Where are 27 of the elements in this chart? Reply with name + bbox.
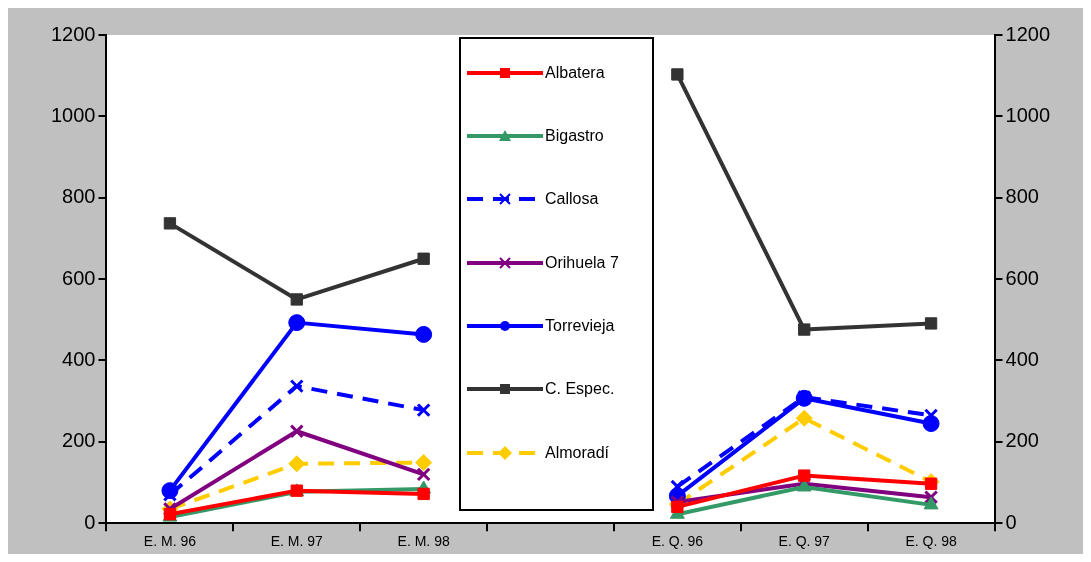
x-tick-label: E. M. 97 xyxy=(270,533,324,550)
y-tick-label: 600 xyxy=(62,266,96,289)
x-tick-label: E. M. 98 xyxy=(397,533,450,550)
legend-label: Callosa xyxy=(545,190,599,209)
y2-tick-label: 1000 xyxy=(1005,103,1051,126)
y-tick-label: 400 xyxy=(62,347,96,370)
y2-tick-label: 400 xyxy=(1005,347,1039,370)
legend-label: Albatera xyxy=(545,63,605,82)
y2-tick-label: 800 xyxy=(1005,185,1039,208)
x-tick-label: E. Q. 96 xyxy=(651,533,704,550)
legend-label: C. Espec. xyxy=(545,380,615,399)
y2-tick-label: 0 xyxy=(1005,510,1017,533)
legend-label: Bigastro xyxy=(545,127,604,146)
y2-tick-label: 1200 xyxy=(1005,22,1051,45)
y-tick-label: 800 xyxy=(62,185,96,208)
y-tick-label: 1000 xyxy=(50,103,96,126)
y-tick-label: 1200 xyxy=(50,22,96,45)
legend-label: Orihuela 7 xyxy=(545,253,619,272)
y2-tick-label: 600 xyxy=(1005,266,1039,289)
x-tick-label: E. M. 96 xyxy=(143,533,197,550)
x-tick-label: E. Q. 98 xyxy=(905,533,957,550)
y-tick-label: 200 xyxy=(62,429,96,452)
legend-label: Almoradí xyxy=(545,443,610,462)
legend-label: Torrevieja xyxy=(545,317,615,336)
y2-tick-label: 200 xyxy=(1005,429,1039,452)
x-tick-label: E. Q. 97 xyxy=(778,533,831,550)
y-tick-label: 0 xyxy=(84,510,96,533)
